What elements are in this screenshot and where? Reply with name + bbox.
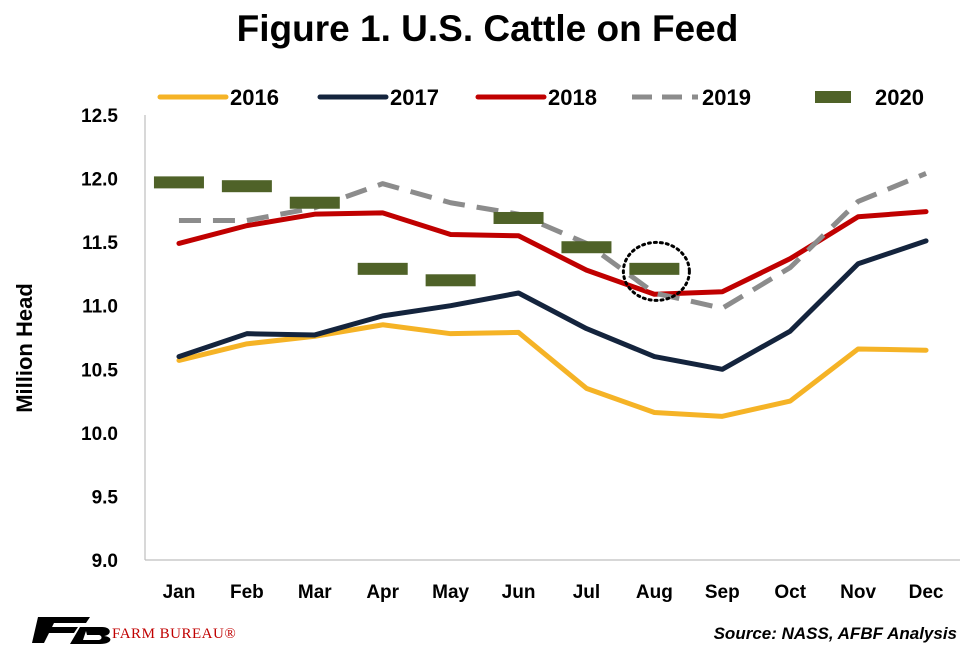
data-point-2020 — [629, 262, 680, 275]
x-tick-label: Jun — [502, 582, 536, 603]
y-tick-label: 12.5 — [81, 106, 118, 127]
y-tick-label: 10.5 — [81, 360, 118, 381]
data-point-2020 — [153, 176, 204, 189]
data-point-2020 — [425, 274, 476, 287]
x-tick-label: Aug — [636, 582, 673, 603]
y-tick-label: 9.5 — [92, 487, 119, 508]
data-point-2020 — [357, 262, 408, 275]
x-tick-label: Jul — [573, 582, 600, 603]
x-tick-label: Feb — [230, 582, 264, 603]
farm-bureau-logo — [32, 617, 111, 644]
x-tick-label: Jan — [163, 582, 196, 603]
legend-label-2019: 2019 — [702, 85, 751, 110]
y-tick-label: 11.0 — [82, 297, 118, 318]
x-tick-label: Apr — [366, 582, 399, 603]
legend-label-2020: 2020 — [875, 85, 924, 110]
x-tick-label: Mar — [298, 582, 332, 603]
y-tick-label: 9.0 — [92, 551, 118, 572]
data-point-2020 — [221, 180, 272, 193]
chart-title: Figure 1. U.S. Cattle on Feed — [236, 8, 739, 49]
highlight-circle — [621, 240, 691, 302]
source-note: Source: NASS, AFBF Analysis — [713, 624, 957, 643]
series-2018-line — [176, 209, 929, 297]
series-2016-line — [176, 322, 929, 419]
data-point-2020 — [561, 241, 612, 254]
legend-label-2016: 2016 — [230, 85, 279, 110]
y-tick-label: 10.0 — [81, 424, 118, 445]
series-2019-line — [178, 171, 927, 311]
x-tick-label: May — [432, 582, 469, 603]
y-axis-title: Million Head — [12, 283, 37, 413]
series-2017-line — [176, 238, 929, 372]
x-tick-label: Sep — [705, 582, 740, 603]
data-point-2020 — [289, 196, 340, 209]
brand-name: FARM BUREAU® — [112, 626, 237, 642]
x-tick-label: Dec — [909, 582, 944, 603]
x-tick-label: Oct — [774, 582, 806, 603]
legend-label-2018: 2018 — [548, 85, 597, 110]
x-tick-label: Nov — [840, 582, 876, 603]
data-point-2020 — [493, 211, 544, 224]
y-tick-label: 11.5 — [82, 233, 118, 254]
legend-swatch-2020 — [815, 91, 851, 103]
y-tick-label: 12.0 — [81, 170, 118, 191]
legend-label-2017: 2017 — [390, 85, 439, 110]
